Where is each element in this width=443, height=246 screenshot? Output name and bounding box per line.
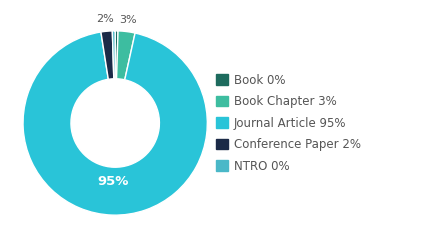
Wedge shape xyxy=(23,32,207,215)
Legend: Book 0%, Book Chapter 3%, Journal Article 95%, Conference Paper 2%, NTRO 0%: Book 0%, Book Chapter 3%, Journal Articl… xyxy=(216,74,361,172)
Wedge shape xyxy=(115,31,118,79)
Text: 2%: 2% xyxy=(97,14,114,24)
Wedge shape xyxy=(101,31,114,79)
Wedge shape xyxy=(113,31,115,79)
Wedge shape xyxy=(117,31,135,80)
Text: 3%: 3% xyxy=(119,15,137,25)
Text: 95%: 95% xyxy=(98,174,129,187)
